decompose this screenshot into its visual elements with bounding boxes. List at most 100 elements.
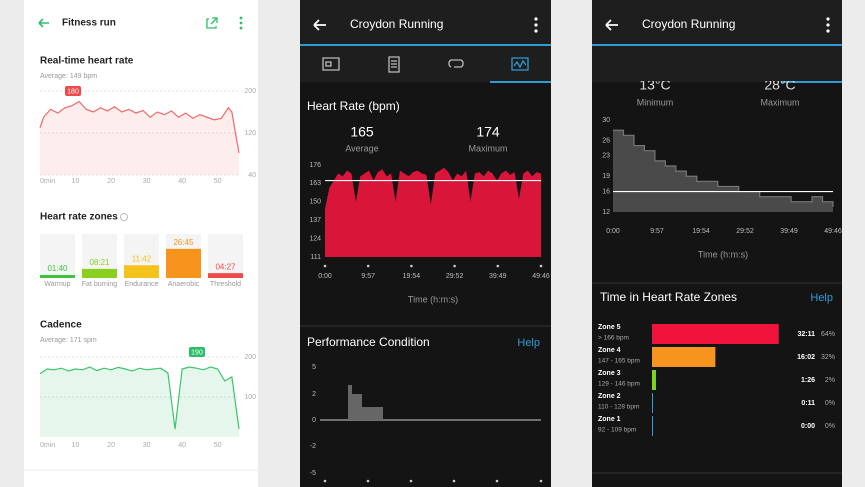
x-tick-dot	[323, 264, 327, 268]
section-subtitle: Average: 149 bpm	[40, 73, 97, 80]
x-tick-label: 20	[107, 442, 115, 449]
back-button[interactable]	[38, 18, 49, 28]
y-tick-label: 19	[602, 173, 610, 180]
info-icon[interactable]	[120, 213, 128, 221]
stat-label: Maximum	[760, 97, 799, 107]
zone-bar	[652, 347, 716, 367]
x-tick-label: 30	[143, 442, 151, 449]
y-tick-label: 163	[309, 180, 321, 187]
zone-bar	[652, 416, 653, 436]
x-tick-label: 0min	[40, 178, 55, 185]
y-tick-label: -5	[310, 470, 316, 477]
x-tick-label: 30	[143, 178, 151, 185]
x-tick-label: 20	[107, 178, 115, 185]
zone-percent: 0%	[825, 423, 835, 430]
x-tick-dot	[409, 479, 413, 483]
line	[39, 100, 240, 154]
y-tick-label: 137	[309, 217, 321, 224]
x-tick-label: 0:00	[318, 273, 332, 280]
x-tick-label: 9:57	[650, 228, 664, 235]
zone-percent: 2%	[825, 377, 835, 384]
section-title: Heart rate zones	[40, 212, 118, 223]
y-tick-label: 120	[244, 130, 256, 137]
zone-percent: 32%	[821, 354, 835, 361]
zone-time: 0:11	[801, 400, 815, 407]
share-button[interactable]	[206, 17, 218, 29]
x-tick-label: 49:46	[532, 273, 550, 280]
menu-button[interactable]	[534, 17, 538, 33]
zone-bar	[652, 324, 779, 344]
y-tick-label: 176	[309, 162, 321, 169]
zone-percent: 64%	[821, 331, 835, 338]
zone-name: Anaerobic	[168, 281, 200, 288]
section-title: Real-time heart rate	[40, 56, 134, 67]
y-tick-label: 111	[310, 254, 321, 261]
y-tick-label: 23	[602, 153, 610, 160]
area	[40, 367, 239, 437]
badge-label: 180	[67, 88, 79, 95]
zone-percent: 0%	[825, 400, 835, 407]
tab-icon[interactable]	[448, 59, 464, 68]
zone-bar	[40, 275, 75, 278]
x-tick-label: 9:57	[361, 273, 375, 280]
x-tick-dot	[495, 479, 499, 483]
zone-time: 26:45	[173, 238, 194, 247]
x-tick-dot	[366, 264, 370, 268]
x-tick-label: 0min	[40, 442, 55, 449]
performance-bar	[352, 394, 362, 420]
zone-bar	[124, 265, 159, 278]
performance-bar	[348, 385, 352, 420]
tab-icon[interactable]	[388, 56, 400, 73]
x-tick-dot	[452, 479, 456, 483]
tab-icon[interactable]	[511, 57, 529, 71]
zone-name: Threshold	[210, 281, 241, 288]
badge	[65, 86, 81, 96]
x-tick-label: 19:54	[692, 228, 710, 235]
help-link[interactable]: Help	[517, 337, 540, 349]
badge-label: 190	[191, 349, 203, 356]
x-tick-label: 39:49	[780, 228, 798, 235]
zone-name: Zone 2	[598, 393, 621, 400]
zone-time: 04:27	[215, 262, 236, 271]
y-tick-label: 200	[244, 88, 256, 95]
zone-bar	[166, 248, 201, 278]
x-tick-label: 39:49	[489, 273, 507, 280]
back-button[interactable]	[605, 19, 618, 31]
zone-name: Zone 3	[598, 370, 621, 377]
section-title: Time in Heart Rate Zones	[600, 290, 737, 304]
screen-title: Croydon Running	[350, 17, 443, 31]
y-tick-label: 40	[248, 172, 256, 179]
zone-bar	[208, 273, 243, 278]
help-link[interactable]: Help	[810, 292, 833, 304]
y-tick-label: 2	[312, 391, 316, 398]
zone-range: 129 - 146 bpm	[598, 381, 640, 388]
x-tick-label: 50	[214, 178, 222, 185]
y-tick-label: 26	[602, 137, 610, 144]
section-title: Performance Condition	[307, 335, 430, 349]
app-bar	[592, 0, 842, 44]
y-tick-label: 0	[312, 417, 316, 424]
zone-time: 16:02	[797, 354, 815, 361]
zone-bar	[652, 393, 653, 413]
screen-title: Croydon Running	[642, 17, 735, 31]
x-tick-label: 49:46	[824, 228, 842, 235]
x-tick-label: 10	[72, 442, 80, 449]
x-tick-label: 40	[178, 442, 186, 449]
tab-icon[interactable]	[322, 57, 340, 71]
zone-name: Warmup	[44, 281, 70, 288]
badge	[189, 347, 205, 357]
menu-button[interactable]	[239, 16, 243, 30]
y-tick-label: 16	[602, 188, 610, 195]
x-tick-dot	[366, 479, 370, 483]
menu-button[interactable]	[826, 17, 830, 33]
zone-time: 01:40	[47, 264, 68, 273]
x-tick-label: 10	[72, 178, 80, 185]
y-tick-label: 100	[244, 394, 256, 401]
zone-box	[208, 234, 243, 278]
x-tick-dot	[539, 264, 543, 268]
back-button[interactable]	[313, 19, 326, 31]
zone-box	[40, 234, 75, 278]
y-tick-label: -2	[310, 443, 316, 450]
area	[40, 101, 239, 175]
x-tick-label: 40	[178, 178, 186, 185]
